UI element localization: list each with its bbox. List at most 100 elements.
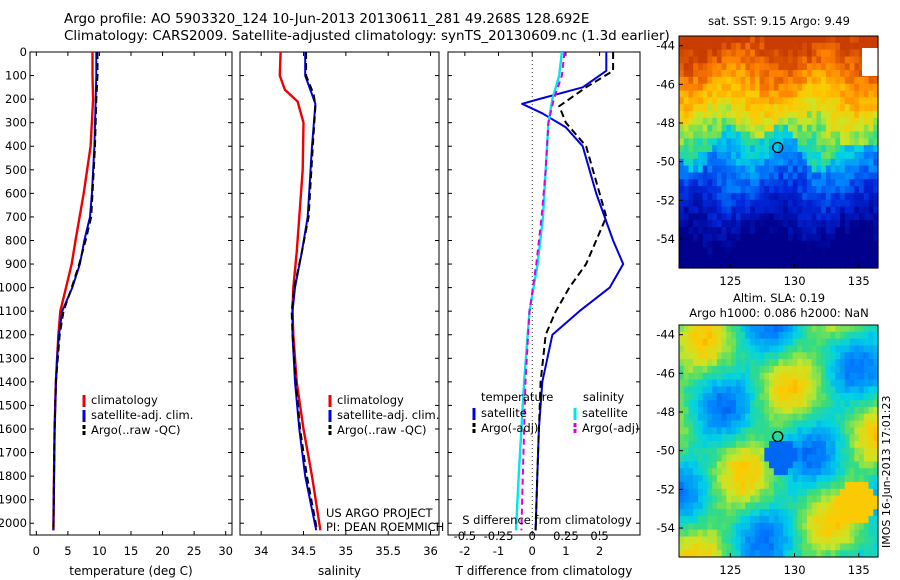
map-cell <box>849 488 855 497</box>
map-cell <box>802 56 808 64</box>
map-cell <box>830 213 836 221</box>
map-y-tick-label: -52 <box>656 193 675 207</box>
map-cell <box>797 233 803 242</box>
map-cell <box>859 165 865 173</box>
map-cell <box>821 386 827 394</box>
map-cell <box>750 111 756 119</box>
map-cell <box>750 325 756 333</box>
map-cell <box>859 345 865 353</box>
map-cell <box>778 427 784 435</box>
map-cell <box>854 165 860 173</box>
map-cell <box>806 179 813 187</box>
map-cell <box>873 83 879 92</box>
map-cell <box>683 206 689 214</box>
map-cell <box>764 393 770 401</box>
map-cell <box>740 536 746 544</box>
map-cell <box>783 158 789 167</box>
map-cell <box>693 233 699 242</box>
map-cell <box>712 379 718 387</box>
map-cell <box>716 63 723 71</box>
map-cell <box>764 441 770 449</box>
map-cell <box>716 158 723 167</box>
map-cell <box>778 365 784 374</box>
map-cell <box>740 70 746 78</box>
map-cell <box>868 529 874 538</box>
map-cell <box>740 522 746 531</box>
map-cell <box>788 240 794 249</box>
map-cell <box>721 516 727 524</box>
map-cell <box>745 529 751 538</box>
map-cell <box>830 97 836 105</box>
map-cell <box>821 138 827 146</box>
map-cell <box>802 468 808 476</box>
map-cell <box>731 240 737 249</box>
map-cell <box>811 393 817 401</box>
map-cell <box>702 516 708 524</box>
map-cell <box>712 165 718 173</box>
map-cell <box>863 247 870 255</box>
map-cell <box>816 165 822 173</box>
map-cell <box>792 240 798 249</box>
map-cell <box>693 124 699 133</box>
map-cell <box>735 516 742 524</box>
map-cell <box>726 461 732 469</box>
map-cell <box>769 70 775 78</box>
map-cell <box>750 427 756 435</box>
map-cell <box>679 325 685 333</box>
map-cell <box>859 400 865 408</box>
map-y-tick-label: -48 <box>656 405 675 419</box>
map-cell <box>716 90 723 98</box>
map-cell <box>778 550 784 558</box>
map-cell <box>679 117 685 126</box>
map-cell <box>863 536 870 544</box>
map-cell <box>849 254 855 262</box>
map-cell <box>844 172 851 180</box>
map-cell <box>769 213 775 221</box>
map-cell <box>712 502 718 510</box>
map-cell <box>806 420 813 428</box>
map-cell <box>811 49 817 57</box>
map-cell <box>863 413 870 422</box>
map-cell <box>806 131 813 139</box>
map-cell <box>764 352 770 360</box>
map-cell <box>735 152 742 160</box>
map-cell <box>797 186 803 194</box>
map-x-tick-label: 125 <box>719 274 741 288</box>
map-cell <box>797 199 803 208</box>
map-cell <box>740 220 746 228</box>
map-cell <box>873 386 879 394</box>
map-cell <box>716 441 723 449</box>
map-cell <box>679 145 685 153</box>
map-cell <box>844 206 851 214</box>
map-cell <box>835 352 841 360</box>
map-cell <box>712 63 718 71</box>
map-cell <box>825 345 832 353</box>
map-cell <box>778 165 784 173</box>
map-cell <box>868 220 874 228</box>
map-cell <box>702 352 708 360</box>
map-cell <box>683 529 689 538</box>
map-cell <box>830 468 836 476</box>
map-cell <box>859 447 865 456</box>
map-cell <box>754 49 761 57</box>
map-cell <box>773 522 780 531</box>
map-cell <box>830 420 836 428</box>
map-cell <box>773 172 780 180</box>
map-cell <box>769 165 775 173</box>
map-cell <box>821 379 827 387</box>
x-axis-label: temperature (deg C) <box>69 564 192 578</box>
map-cell <box>740 172 746 180</box>
map-cell <box>764 247 770 255</box>
map-cell <box>735 365 742 374</box>
map-cell <box>830 117 836 126</box>
map-cell <box>863 199 870 208</box>
map-cell <box>698 192 704 201</box>
map-cell <box>679 345 685 353</box>
map-cell <box>731 393 737 401</box>
map-cell <box>716 352 723 360</box>
map-cell <box>764 240 770 249</box>
map-cell <box>863 352 870 360</box>
map-cell <box>821 338 827 346</box>
map-cell <box>693 42 699 51</box>
map-cell <box>759 338 765 346</box>
